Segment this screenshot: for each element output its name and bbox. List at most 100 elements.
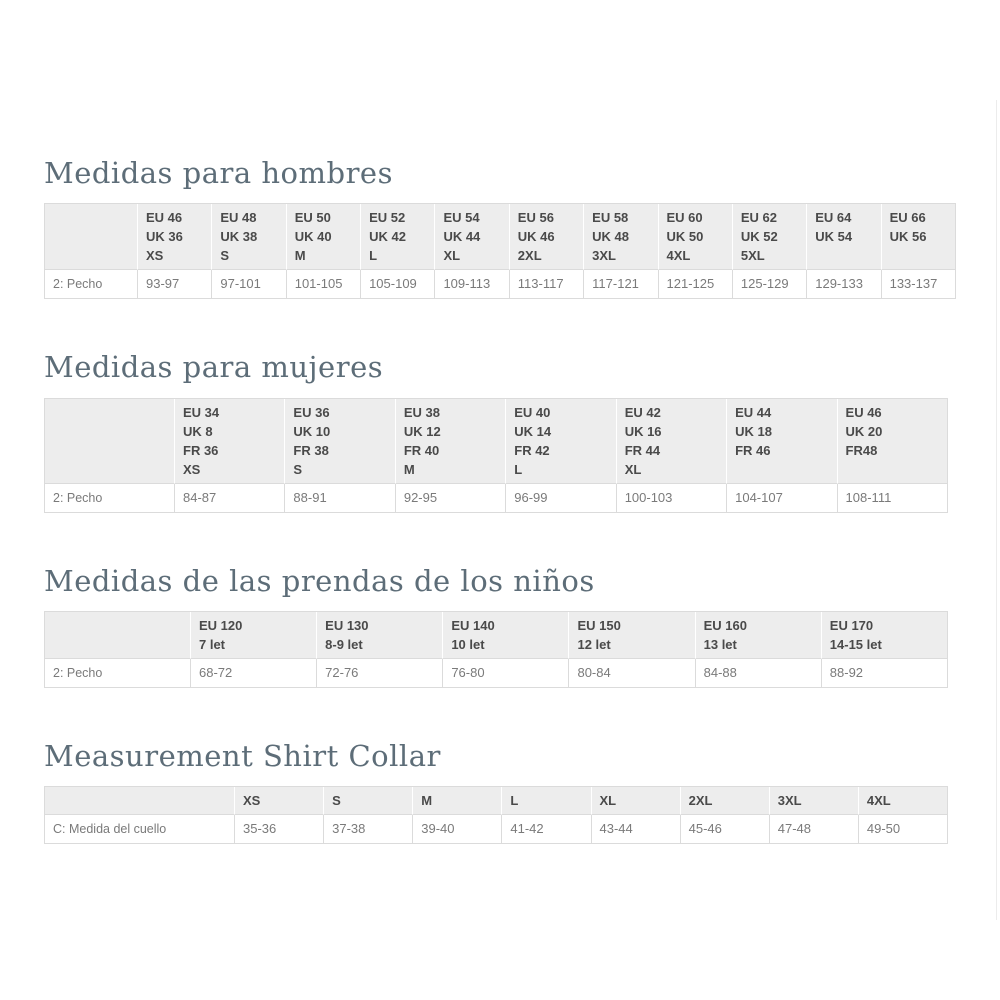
size-header-cell: EU 54 UK 44 XL: [435, 204, 510, 271]
size-header-line: UK 20: [845, 423, 883, 439]
measurement-value-cell: 133-137: [881, 270, 956, 300]
size-header-line: EU 40: [514, 404, 551, 420]
size-header-cell: S: [324, 787, 414, 816]
section-title-women: Medidas para mujeres: [44, 350, 384, 385]
measurement-value-cell: 105-109: [361, 270, 436, 300]
size-header-cell: EU 34 UK 8 FR 36 XS: [175, 398, 286, 484]
size-header-cell: XL: [591, 787, 681, 816]
size-header-line: 8-9 let: [325, 637, 363, 653]
size-header-line: FR 42: [514, 442, 550, 458]
measurement-value-cell: 125-129: [732, 270, 808, 300]
size-header-line: EU 62: [740, 210, 778, 226]
measurement-value-cell: 109-113: [435, 270, 510, 300]
size-header-line: XL: [599, 793, 617, 809]
size-header-cell: EU 140 10 let: [443, 612, 570, 660]
size-header-cell: EU 40 UK 14 FR 42 L: [506, 398, 617, 484]
size-header-line: UK 48: [592, 229, 630, 245]
section-men-sizes: Medidas para hombres EU 46 UK 36 XS EU 48 UK…: [44, 156, 1000, 300]
size-header-cell: L: [502, 787, 592, 816]
size-header-line: EU 34: [183, 404, 220, 420]
measurement-value-cell: 72-76: [317, 659, 444, 689]
size-header-line: FR 46: [735, 442, 771, 458]
measurement-value-cell: 108-111: [837, 483, 948, 513]
size-header-cell: EU 44 UK 18 FR 46: [727, 398, 838, 484]
size-header-line: UK 8: [183, 423, 213, 439]
size-header-line: UK 44: [443, 229, 481, 245]
size-header-line: 14-15 let: [829, 637, 882, 653]
size-header-line: S: [293, 461, 303, 477]
size-header-line: FR48: [845, 442, 878, 458]
size-header-line: EU 160: [703, 618, 747, 634]
measurement-value-cell: 45-46: [680, 815, 770, 845]
size-header-row: EU 34 UK 8 FR 36 XS EU 36 UK 10 FR 38 S EU 38 UK …: [45, 398, 948, 484]
kids-size-table: EU 120 7 let EU 130 8-9 let EU 140 10 let EU 1…: [44, 611, 948, 689]
measurement-value-cell: 121-125: [658, 270, 733, 300]
size-header-line: UK 36: [146, 229, 183, 245]
corner-cell: [45, 398, 175, 484]
measurement-row: C: Medida del cuello 35-36 37-38 39-40 41-42…: [45, 815, 948, 845]
size-header-cell: M: [413, 787, 503, 816]
measurement-value-cell: 92-95: [395, 483, 507, 513]
size-header-line: FR 38: [293, 442, 329, 458]
size-header-cell: EU 42 UK 16 FR 44 XL: [616, 398, 728, 484]
measurement-value-cell: 49-50: [858, 815, 948, 845]
measurement-value-cell: 88-91: [285, 483, 396, 513]
size-header-line: XL: [624, 461, 642, 477]
measurement-value-cell: 97-101: [212, 270, 287, 300]
size-header-line: UK 42: [369, 229, 406, 245]
measurement-value-cell: 129-133: [807, 270, 882, 300]
size-header-line: UK 12: [403, 423, 441, 439]
size-header-line: EU 42: [624, 404, 661, 420]
measurement-value-cell: 43-44: [591, 815, 681, 845]
size-header-line: UK 50: [666, 229, 704, 245]
size-header-line: L: [514, 461, 523, 477]
size-header-line: M: [403, 461, 415, 477]
size-header-line: 2XL: [517, 248, 542, 264]
size-header-line: EU 170: [829, 618, 874, 634]
size-header-cell: EU 58 UK 48 3XL: [584, 204, 659, 271]
size-header-row: EU 46 UK 36 XS EU 48 UK 38 S EU 50 UK 40 M EU 52 U…: [45, 204, 956, 271]
size-header-line: EU 44: [735, 404, 772, 420]
size-header-line: UK 38: [220, 229, 258, 245]
size-header-line: EU 58: [592, 210, 629, 226]
size-header-line: 13 let: [703, 637, 737, 653]
measurement-row-label: C: Medida del cuello: [45, 815, 235, 845]
measurement-value-cell: 76-80: [443, 659, 570, 689]
size-header-line: FR 36: [183, 442, 219, 458]
size-header-line: EU 150: [577, 618, 621, 634]
measurement-value-cell: 37-38: [324, 815, 414, 845]
corner-cell: [45, 204, 138, 271]
size-header-cell: EU 160 13 let: [695, 612, 822, 660]
size-guide-page: Medidas para hombres EU 46 UK 36 XS EU 48 UK…: [44, 156, 1000, 845]
size-header-cell: EU 130 8-9 let: [317, 612, 444, 660]
section-kids-sizes: Medidas de las prendas de los niños EU 1…: [44, 564, 1000, 689]
measurement-value-cell: 96-99: [506, 483, 617, 513]
measurement-value-cell: 41-42: [502, 815, 592, 845]
size-header-line: 3XL: [592, 248, 616, 264]
size-header-row: XS S M L XL 2XL 3XL 4XL: [45, 787, 948, 816]
shirt-collar-table: XS S M L XL 2XL 3XL 4XL C: Medida del cuello 35-3…: [44, 786, 948, 845]
size-header-line: 3XL: [777, 793, 802, 809]
size-header-cell: EU 66 UK 56: [881, 204, 956, 271]
measurement-row-label: 2: Pecho: [45, 659, 191, 689]
size-header-line: 4XL: [666, 248, 691, 264]
size-header-line: EU 46: [845, 404, 882, 420]
size-header-line: UK 52: [740, 229, 778, 245]
size-header-line: S: [332, 793, 341, 809]
size-header-line: UK 40: [294, 229, 332, 245]
size-header-row: EU 120 7 let EU 130 8-9 let EU 140 10 let EU 1…: [45, 612, 948, 660]
section-women-sizes: Medidas para mujeres EU 34 UK 8 FR 36 XS EU …: [44, 350, 1000, 513]
size-header-cell: 4XL: [858, 787, 948, 816]
measurement-value-cell: 84-87: [175, 483, 286, 513]
size-header-cell: EU 64 UK 54: [807, 204, 882, 271]
size-header-line: 5XL: [740, 248, 765, 264]
measurement-value-cell: 117-121: [584, 270, 659, 300]
measurement-value-cell: 80-84: [569, 659, 696, 689]
measurement-row: 2: Pecho 84-87 88-91 92-95 96-99 100-103 104-1…: [45, 483, 948, 513]
size-header-line: UK 16: [624, 423, 662, 439]
size-header-line: EU 60: [666, 210, 703, 226]
size-header-cell: 2XL: [680, 787, 770, 816]
size-header-cell: EU 150 12 let: [569, 612, 696, 660]
size-header-line: EU 130: [325, 618, 369, 634]
size-header-line: EU 64: [815, 210, 852, 226]
